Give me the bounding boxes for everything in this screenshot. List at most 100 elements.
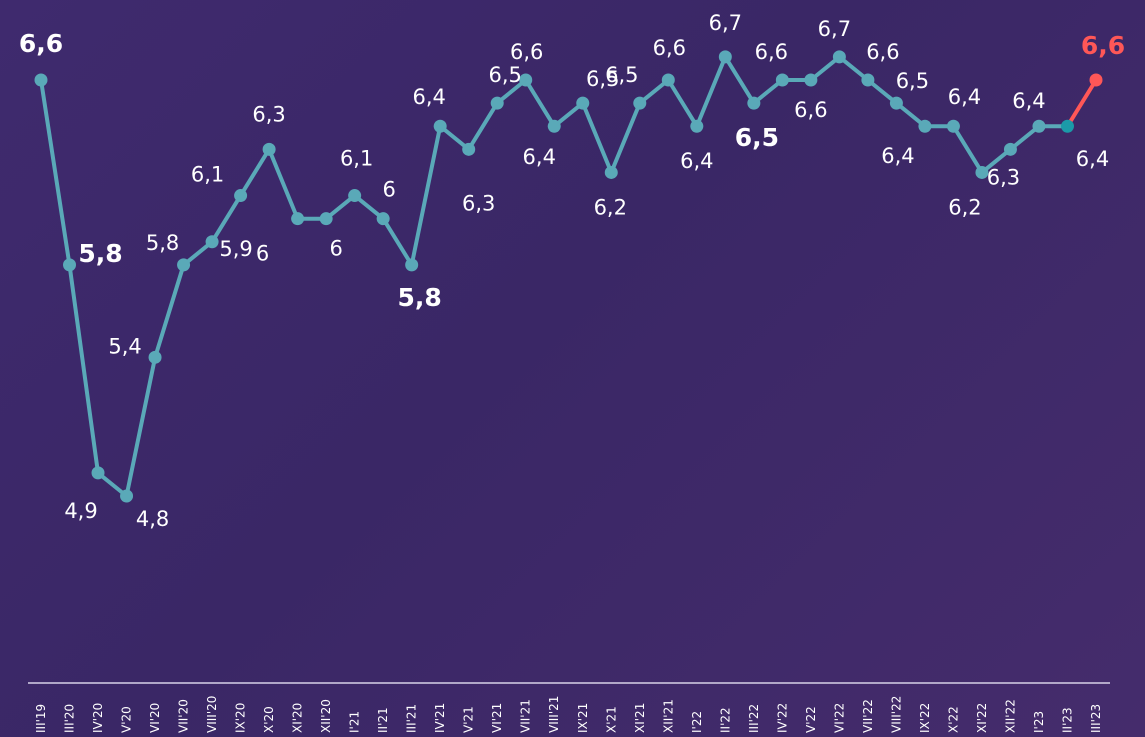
x-tick-label-7: IX'20 bbox=[234, 703, 248, 733]
data-label-32: 6,4 bbox=[948, 85, 981, 109]
data-label-19: 6,5 bbox=[586, 67, 619, 91]
data-label-12: 6 bbox=[382, 178, 395, 202]
x-tick-label-36: II'23 bbox=[1060, 707, 1074, 733]
x-tick-label-15: V'21 bbox=[462, 706, 476, 733]
x-tick-label-20: X'21 bbox=[604, 706, 618, 733]
data-point-12 bbox=[376, 212, 390, 226]
x-tick-label-5: VII'20 bbox=[177, 699, 191, 733]
data-point-16 bbox=[490, 96, 504, 110]
data-point-26 bbox=[775, 73, 789, 87]
data-label-36: 6,4 bbox=[1076, 147, 1109, 171]
data-label-25: 6,5 bbox=[735, 123, 779, 152]
data-label-7: 6,1 bbox=[191, 163, 224, 187]
x-tick-label-29: VII'22 bbox=[861, 699, 875, 733]
data-point-7 bbox=[234, 189, 248, 203]
data-label-30: 6,5 bbox=[896, 69, 929, 93]
x-tick-label-27: V'22 bbox=[804, 706, 818, 733]
data-label-16: 6,5 bbox=[489, 63, 522, 87]
series-layer bbox=[39, 54, 1098, 498]
data-point-37 bbox=[1089, 73, 1103, 87]
x-tick-label-26: IV'22 bbox=[775, 703, 789, 733]
data-label-37: 6,6 bbox=[1081, 31, 1125, 60]
data-point-34 bbox=[1003, 142, 1017, 156]
data-label-27: 6,6 bbox=[794, 98, 827, 122]
data-point-2 bbox=[91, 466, 105, 480]
data-point-6 bbox=[205, 235, 219, 249]
x-tick-label-18: VIII'21 bbox=[547, 696, 561, 733]
data-point-29 bbox=[861, 73, 875, 87]
data-point-1 bbox=[63, 258, 77, 272]
data-label-22: 6,6 bbox=[653, 36, 686, 60]
data-label-2: 4,9 bbox=[64, 499, 97, 523]
x-tick-label-37: III'23 bbox=[1089, 704, 1103, 733]
x-tick-label-4: VI'20 bbox=[148, 703, 162, 733]
data-label-5: 5,8 bbox=[146, 231, 179, 255]
x-tick-label-13: III'21 bbox=[405, 704, 419, 733]
x-tick-label-30: VIII'22 bbox=[889, 696, 903, 733]
data-point-28 bbox=[832, 50, 846, 64]
data-point-18 bbox=[547, 119, 561, 133]
data-point-10 bbox=[319, 212, 333, 226]
x-tick-label-25: III'22 bbox=[747, 704, 761, 733]
x-tick-label-8: X'20 bbox=[262, 706, 276, 733]
data-point-14 bbox=[433, 119, 447, 133]
data-point-33 bbox=[975, 165, 989, 179]
x-tick-label-6: VIII'20 bbox=[205, 696, 219, 733]
data-label-23: 6,4 bbox=[680, 149, 713, 173]
data-label-34: 6,3 bbox=[987, 165, 1020, 189]
data-label-0: 6,6 bbox=[19, 29, 63, 58]
data-label-13: 5,8 bbox=[398, 283, 442, 312]
data-label-1: 5,8 bbox=[78, 239, 122, 268]
x-tick-label-32: X'22 bbox=[946, 706, 960, 733]
x-tick-label-17: VII'21 bbox=[519, 699, 533, 733]
x-tick-label-21: XI'21 bbox=[633, 703, 647, 733]
data-label-20: 6,2 bbox=[594, 195, 627, 219]
data-point-17 bbox=[519, 73, 533, 87]
data-point-11 bbox=[348, 189, 362, 203]
data-point-27 bbox=[804, 73, 818, 87]
data-point-23 bbox=[690, 119, 704, 133]
data-point-25 bbox=[747, 96, 761, 110]
data-label-4: 5,4 bbox=[108, 334, 141, 358]
data-point-21 bbox=[633, 96, 647, 110]
x-tick-label-11: I'21 bbox=[348, 711, 362, 733]
x-tick-layer: III'19 III'20 IV'20 V'20 VI'20 VII'20 VIII'20 I… bbox=[34, 696, 1103, 733]
data-label-31: 6,4 bbox=[881, 144, 914, 168]
x-tick-label-2: IV'20 bbox=[91, 703, 105, 733]
data-label-35: 6,4 bbox=[1012, 89, 1045, 113]
x-tick-label-1: III'20 bbox=[63, 704, 77, 733]
x-tick-label-35: I'23 bbox=[1032, 711, 1046, 733]
data-label-26: 6,6 bbox=[755, 40, 788, 64]
data-point-22 bbox=[661, 73, 675, 87]
data-label-15: 6,3 bbox=[462, 191, 495, 215]
data-point-24 bbox=[718, 50, 732, 64]
data-point-13 bbox=[405, 258, 419, 272]
data-point-9 bbox=[291, 212, 305, 226]
x-tick-label-9: XI'20 bbox=[291, 703, 305, 733]
data-point-3 bbox=[120, 489, 134, 503]
x-tick-label-22: XII'21 bbox=[661, 699, 675, 733]
data-point-35 bbox=[1032, 119, 1046, 133]
x-tick-label-23: I'22 bbox=[690, 711, 704, 733]
data-label-21: 6,5 bbox=[605, 63, 638, 87]
x-tick-label-10: XII'20 bbox=[319, 699, 333, 733]
data-label-6: 5,9 bbox=[219, 237, 252, 261]
x-tick-label-34: XII'22 bbox=[1003, 699, 1017, 733]
x-tick-label-14: IV'21 bbox=[433, 703, 447, 733]
data-label-8: 6,3 bbox=[252, 102, 285, 126]
x-tick-label-0: III'19 bbox=[34, 704, 48, 733]
data-point-0 bbox=[34, 73, 48, 87]
x-tick-label-19: IX'21 bbox=[576, 703, 590, 733]
data-label-28: 6,7 bbox=[818, 17, 851, 41]
data-label-10: 6 bbox=[329, 237, 342, 261]
data-point-15 bbox=[462, 142, 476, 156]
x-tick-label-33: XI'22 bbox=[975, 703, 989, 733]
data-point-20 bbox=[604, 165, 618, 179]
x-tick-label-24: II'22 bbox=[718, 707, 732, 733]
data-point-4 bbox=[148, 350, 162, 364]
data-point-19 bbox=[576, 96, 590, 110]
series-line-last-segment bbox=[1065, 78, 1098, 129]
data-label-layer: 6,6 5,8 4,9 4,8 5,4 5,8 5,9 6,1 6,3 6 6 6,1 6 5,8 6,4 6… bbox=[19, 11, 1125, 531]
data-point-31 bbox=[918, 119, 932, 133]
